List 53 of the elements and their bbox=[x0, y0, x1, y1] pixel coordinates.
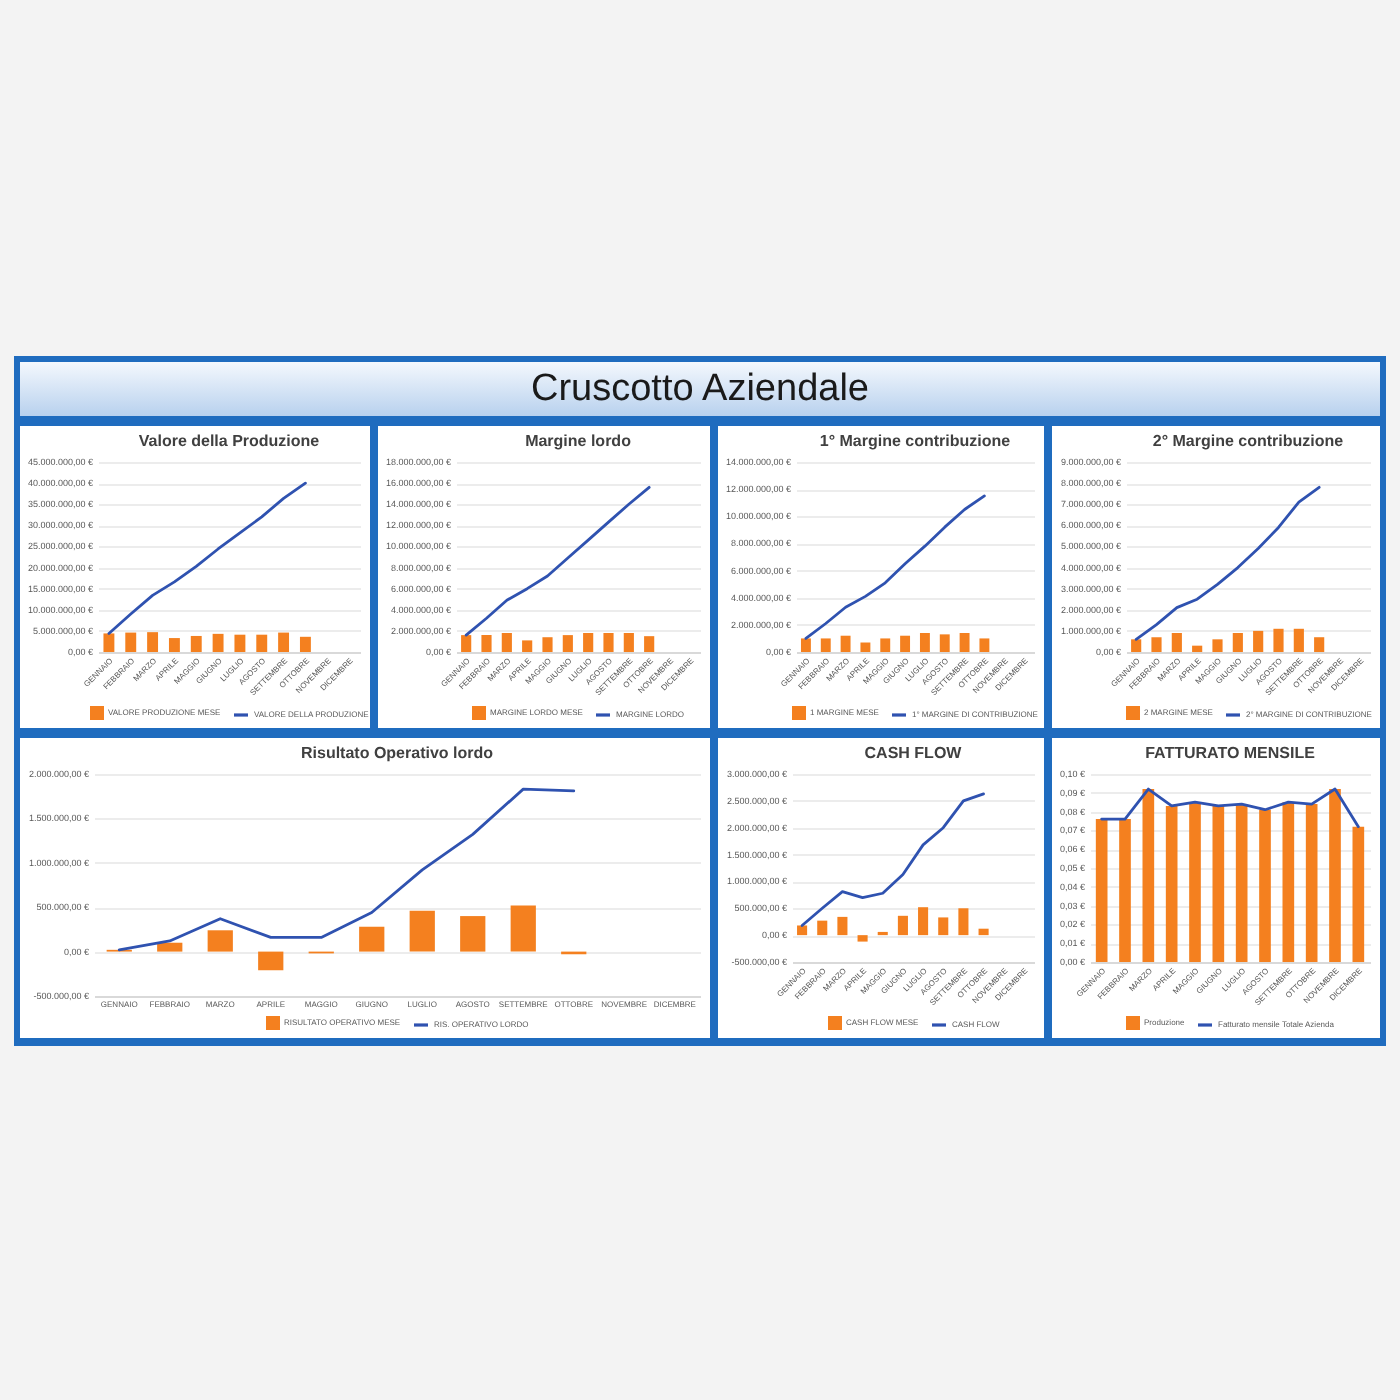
bar bbox=[1293, 628, 1304, 652]
bar bbox=[897, 915, 908, 936]
bar bbox=[1212, 805, 1225, 962]
bar bbox=[1131, 639, 1142, 652]
bar bbox=[359, 926, 385, 952]
bar bbox=[1192, 645, 1203, 652]
bar bbox=[1314, 637, 1325, 652]
bar bbox=[1259, 809, 1271, 962]
line-series bbox=[804, 494, 986, 640]
bar bbox=[1119, 819, 1131, 962]
bar bbox=[1232, 633, 1243, 652]
bar bbox=[258, 951, 284, 971]
bar bbox=[1235, 804, 1248, 962]
bar bbox=[1273, 628, 1284, 652]
line-series bbox=[1100, 787, 1360, 829]
line-series bbox=[107, 481, 307, 635]
bar bbox=[978, 928, 989, 936]
bar bbox=[938, 917, 949, 936]
bar bbox=[1352, 826, 1365, 962]
chart-title: Risultato Operativo lordo bbox=[300, 744, 494, 762]
bar bbox=[918, 907, 929, 936]
bar bbox=[1165, 805, 1178, 962]
bar bbox=[1151, 637, 1162, 652]
line-series bbox=[117, 787, 576, 952]
bar bbox=[1253, 630, 1264, 652]
line-series bbox=[1134, 485, 1321, 641]
line-series bbox=[464, 485, 651, 637]
chart-title: 2° Margine contribuzione bbox=[1152, 432, 1345, 450]
bar bbox=[817, 920, 828, 936]
chart-title: FATTURATO MENSILE bbox=[1145, 744, 1317, 762]
bar bbox=[1142, 789, 1155, 962]
bar bbox=[837, 916, 848, 936]
bar bbox=[1305, 804, 1318, 962]
bar bbox=[958, 908, 969, 936]
bar bbox=[1329, 789, 1341, 962]
text: Cruscotto Aziendale bbox=[20, 362, 1380, 416]
bar bbox=[510, 905, 536, 952]
chart-title: 1° Margine contribuzione bbox=[819, 432, 1012, 450]
bar bbox=[1282, 802, 1295, 962]
bar bbox=[207, 930, 233, 952]
chart-title: Margine lordo bbox=[525, 432, 632, 450]
bar bbox=[1189, 802, 1201, 962]
bar bbox=[1171, 633, 1182, 652]
bar bbox=[157, 942, 183, 952]
chart-title: CASH FLOW bbox=[864, 744, 963, 762]
line-series bbox=[800, 792, 985, 927]
bar bbox=[857, 935, 868, 942]
chart-title: Valore della Produzione bbox=[138, 432, 321, 450]
bar bbox=[797, 925, 808, 936]
bar bbox=[460, 916, 486, 952]
bar bbox=[409, 910, 435, 952]
bar bbox=[1212, 639, 1223, 652]
bar bbox=[1095, 819, 1108, 962]
